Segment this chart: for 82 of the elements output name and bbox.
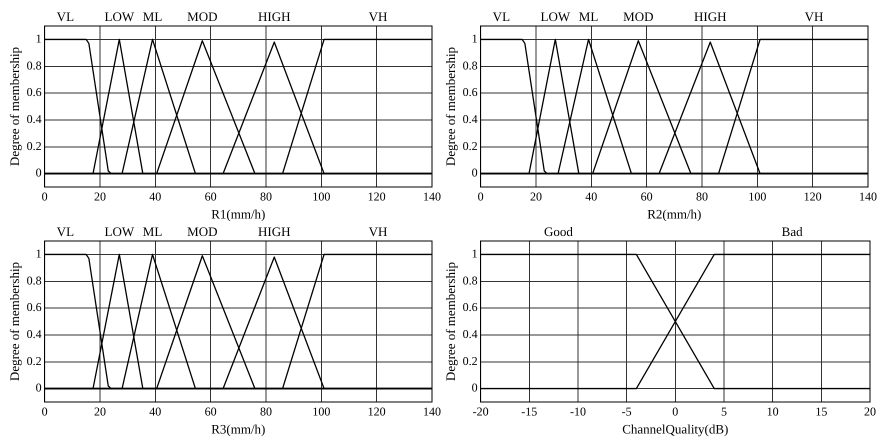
x-tick-label: 100 [312, 189, 330, 204]
x-tick-label: 80 [260, 404, 272, 418]
x-tick-label: 20 [864, 404, 876, 418]
series-label: VH [804, 8, 824, 24]
y-tick-label: 0 [472, 166, 478, 180]
y-tick-label: 1 [472, 246, 478, 261]
series-label: ML [142, 224, 162, 239]
y-tick-label: 0.2 [462, 354, 478, 368]
x-tick-label: 80 [260, 189, 272, 204]
x-tick-label: 80 [696, 189, 708, 204]
x-tick-label: 40 [149, 189, 162, 204]
series-label: HIGH [694, 8, 727, 24]
series-label: LOW [104, 224, 135, 239]
x-tick-label: 100 [312, 404, 330, 418]
y-tick-label: 1 [472, 32, 478, 46]
y-axis-title: Degree of membership [443, 262, 458, 382]
y-tick-label: 1 [36, 246, 42, 261]
x-tick-label: -5 [622, 404, 632, 418]
x-tick-label: 40 [585, 189, 598, 204]
series-label: LOW [540, 8, 571, 24]
x-axis-title: R1(mm/h) [211, 206, 266, 222]
series-label: VH [368, 8, 388, 24]
x-tick-label: 120 [368, 189, 386, 204]
x-tick-label: 60 [204, 189, 217, 204]
x-tick-label: 0 [672, 404, 678, 418]
series-label: VH [368, 224, 388, 239]
y-tick-label: 0.8 [462, 58, 478, 72]
series-label: Good [544, 224, 574, 239]
series-label: VL [492, 8, 510, 24]
series-label: MOD [187, 8, 218, 24]
x-axis-title: R2(mm/h) [647, 206, 702, 222]
x-tick-label: -15 [521, 404, 538, 418]
x-tick-label: 10 [766, 404, 779, 418]
series-label: HIGH [258, 8, 291, 24]
x-tick-label: -20 [472, 404, 489, 418]
y-tick-label: 0.6 [462, 85, 478, 100]
series-label: VL [56, 8, 74, 24]
x-tick-label: 120 [368, 404, 386, 418]
y-tick-label: 0.8 [462, 273, 478, 288]
x-tick-label: -10 [570, 404, 586, 418]
series-label: HIGH [258, 224, 291, 239]
y-tick-label: 0.2 [462, 138, 478, 153]
series-label: ML [578, 8, 598, 24]
y-tick-label: 0 [36, 380, 42, 395]
x-tick-label: 40 [149, 404, 162, 418]
y-tick-label: 0.8 [26, 58, 42, 72]
series-label: VL [56, 224, 74, 239]
x-tick-label: 15 [815, 404, 828, 418]
x-tick-label: 140 [859, 189, 877, 204]
y-tick-label: 0.4 [462, 112, 478, 126]
y-tick-label: 0.2 [26, 354, 42, 368]
y-tick-label: 0.6 [26, 300, 42, 314]
y-axis-title: Degree of membership [443, 46, 458, 166]
y-tick-label: 0.4 [26, 327, 42, 342]
x-tick-label: 60 [204, 404, 217, 418]
series-label: Bad [782, 224, 804, 239]
x-tick-label: 20 [530, 189, 542, 204]
y-tick-label: 0.6 [462, 300, 478, 314]
y-axis-title: Degree of membership [7, 262, 22, 382]
y-tick-label: 0.2 [26, 138, 42, 153]
y-tick-label: 0.4 [462, 327, 478, 342]
x-tick-label: 140 [423, 189, 441, 204]
x-tick-label: 20 [94, 404, 106, 418]
y-tick-label: 1 [36, 32, 42, 46]
x-tick-label: 5 [720, 404, 727, 418]
x-tick-label: 100 [748, 189, 766, 204]
x-tick-label: 140 [423, 404, 441, 418]
x-axis-title: R3(mm/h) [211, 422, 266, 437]
series-label: ML [142, 8, 162, 24]
y-tick-label: 0 [36, 166, 42, 180]
x-tick-label: 60 [640, 189, 653, 204]
x-tick-label: 120 [804, 189, 822, 204]
y-tick-label: 0.4 [26, 112, 42, 126]
series-label: MOD [623, 8, 654, 24]
y-tick-label: 0.6 [26, 85, 42, 100]
y-tick-label: 0 [472, 380, 478, 395]
series-label: LOW [104, 8, 135, 24]
x-tick-label: 20 [94, 189, 106, 204]
series-label: MOD [187, 224, 218, 239]
y-tick-label: 0.8 [26, 273, 42, 288]
x-axis-title: ChannelQuality(dB) [622, 422, 728, 437]
y-axis-title: Degree of membership [7, 46, 22, 166]
